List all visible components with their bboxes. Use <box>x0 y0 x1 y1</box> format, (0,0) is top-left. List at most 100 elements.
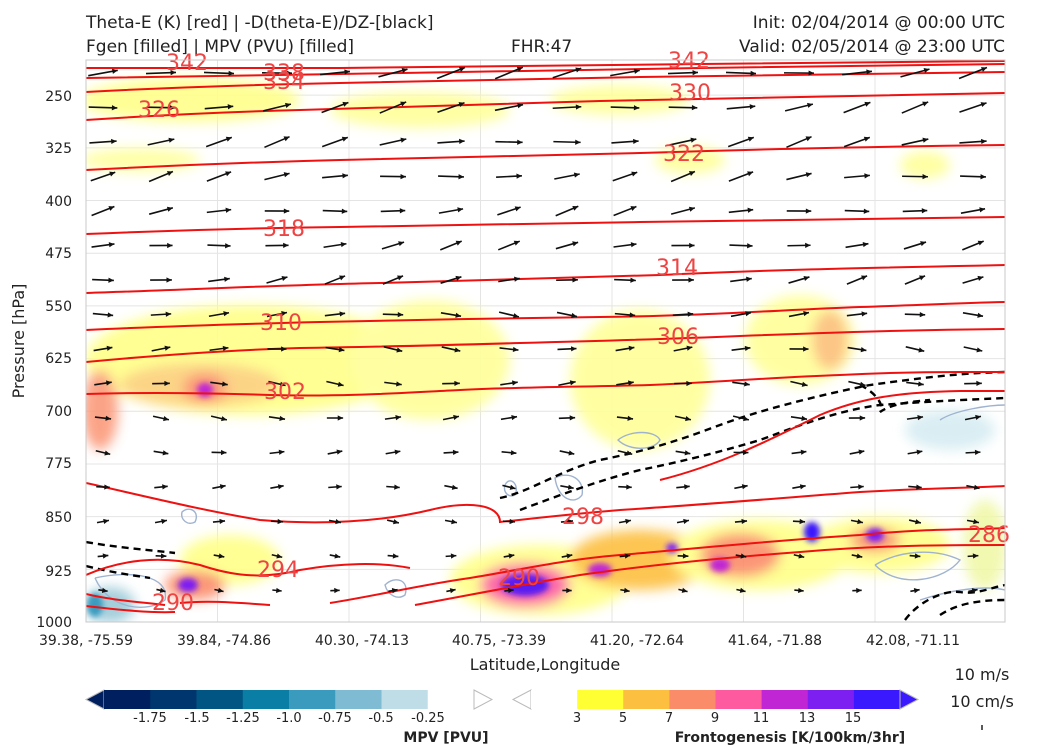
wind-vector <box>734 518 748 525</box>
wind-vector <box>853 623 861 628</box>
theta-e-contour-layer <box>86 60 1005 614</box>
wind-vector <box>505 622 513 627</box>
mpv-colorbar-ticks: -1.75 -1.5 -1.25 -1.0 -0.75 -0.5 -0.25 <box>133 711 445 726</box>
wind-vector <box>446 588 456 594</box>
wind-vector <box>272 587 282 594</box>
colorbar-swatch <box>427 690 475 709</box>
wind-vector <box>267 346 287 352</box>
wind-vector <box>911 623 919 628</box>
wind-vector <box>968 588 978 594</box>
wind-vector <box>328 519 342 525</box>
wind-vector <box>562 587 572 594</box>
wind-vector <box>149 242 173 249</box>
wind-vector <box>215 622 223 627</box>
wind-vector <box>496 173 522 179</box>
wind-vector <box>967 553 979 559</box>
wind-vector <box>845 241 869 249</box>
colorbar-swatch <box>381 690 429 709</box>
wind-vector <box>94 380 112 386</box>
wind-vector <box>382 312 404 318</box>
wind-vector <box>270 518 284 525</box>
wind-vector <box>908 484 922 490</box>
wind-vector <box>321 136 349 148</box>
wind-vector <box>387 553 399 559</box>
wind-vector <box>150 311 172 317</box>
wind-vector <box>793 553 805 559</box>
wind-vector <box>322 208 348 214</box>
wind-vector <box>323 241 347 249</box>
wind-vector <box>91 205 115 217</box>
wind-vector <box>850 484 864 490</box>
wind-vector <box>555 241 579 250</box>
wind-vector <box>620 587 630 593</box>
wind-vector <box>842 69 872 76</box>
wind-vector <box>214 587 224 593</box>
wind-vector <box>262 102 292 112</box>
wind-vector <box>735 553 747 559</box>
theta-e-label: 294 <box>257 558 299 583</box>
wind-vector <box>382 275 404 285</box>
y-tick-label: 550 <box>45 299 72 315</box>
wind-vector <box>792 518 806 525</box>
wind-vector <box>672 277 694 283</box>
wind-vector <box>613 242 637 248</box>
wind-vector <box>672 311 694 317</box>
wind-vector <box>494 66 524 80</box>
fgen-tick-label: 5 <box>619 711 627 726</box>
wind-vector <box>784 102 814 112</box>
theta-e-label: 322 <box>663 142 705 167</box>
wind-vector <box>962 275 984 284</box>
wind-vector <box>154 484 168 490</box>
wind-vector <box>614 312 636 318</box>
wind-vector <box>212 518 226 525</box>
wind-vector <box>674 415 692 422</box>
wind-vector <box>151 345 171 352</box>
title-variables: Theta-E (K) [red] | -D(theta-E)/DZ-[blac… <box>86 13 434 33</box>
wind-vector <box>964 380 982 387</box>
wind-vector <box>561 553 573 559</box>
x-tick-label: 39.84, -74.86 <box>177 633 271 649</box>
wind-vector <box>384 381 402 387</box>
wind-vector <box>379 137 407 146</box>
wind-vector <box>378 68 408 78</box>
wind-vector <box>786 208 812 214</box>
wind-key-vertical: 10 cm/s <box>950 692 1014 711</box>
wind-vector <box>847 346 867 353</box>
wind-vector <box>264 135 290 149</box>
wind-vector <box>908 519 922 525</box>
wind-vector <box>788 275 810 284</box>
wind-vector <box>614 277 636 283</box>
colorbar-swatch <box>715 690 763 709</box>
x-tick-label: 39.38, -75.59 <box>39 633 133 649</box>
wind-vector <box>616 415 634 421</box>
theta-e-label: 306 <box>657 325 699 350</box>
wind-vector <box>676 518 690 524</box>
wind-vector <box>670 206 696 215</box>
wind-vector <box>732 381 750 387</box>
colorbar-swatch <box>289 690 336 709</box>
wind-vector <box>671 242 695 249</box>
wind-vector <box>611 138 639 145</box>
wind-vector <box>273 623 281 628</box>
wind-vector <box>727 136 755 148</box>
wind-vector <box>321 101 349 114</box>
fgen-tick-label: 7 <box>665 711 673 726</box>
wind-vector <box>328 484 342 490</box>
wind-vector <box>443 449 459 455</box>
mpv-outline-layer <box>94 404 1005 608</box>
wind-vector <box>554 172 580 180</box>
wind-vector <box>497 206 521 216</box>
mpv-tick-label: -0.75 <box>318 711 352 726</box>
wind-vector <box>500 414 518 421</box>
wind-vector <box>212 484 226 490</box>
wind-vector <box>726 104 756 110</box>
wind-vector <box>145 70 177 76</box>
wind-vector <box>906 381 924 387</box>
wind-vector <box>610 105 640 111</box>
wind-vector <box>675 450 691 456</box>
wind-vector <box>851 553 863 559</box>
wind-vector <box>618 484 632 490</box>
wind-vector <box>498 311 520 319</box>
mpv-tick-label: -0.5 <box>368 711 393 726</box>
wind-vector <box>783 70 815 76</box>
